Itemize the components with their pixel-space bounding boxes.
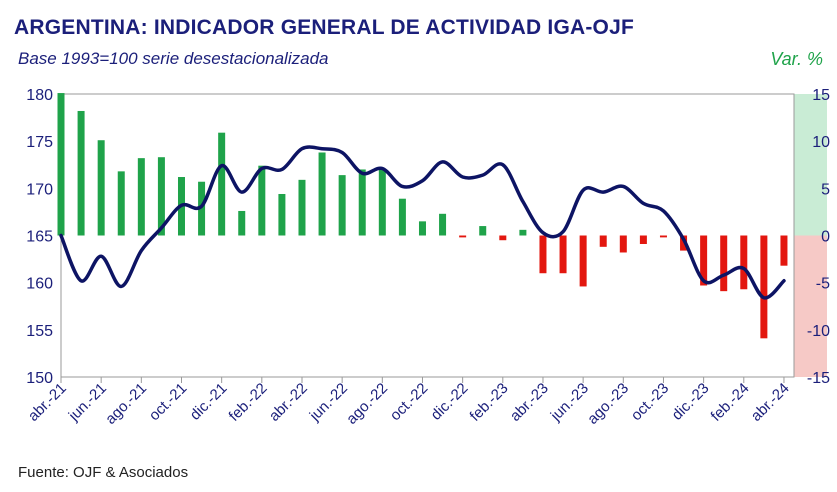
right-tick-label: 0 (821, 229, 830, 246)
bar-oct.-23 (659, 235, 667, 238)
bar-jul.-21 (117, 171, 125, 236)
bar-feb.-23 (499, 235, 507, 241)
positive-band (794, 94, 827, 236)
bar-series (57, 93, 788, 339)
bar-jun.-23 (579, 235, 587, 287)
bar-may.-23 (559, 235, 567, 274)
x-tick-label: oct.-22 (387, 380, 431, 424)
right-tick-label: 10 (812, 134, 830, 151)
bar-dic.-23 (700, 235, 708, 286)
chart-subtitle: Base 1993=100 serie desestacionalizada (18, 49, 329, 68)
bar-jul.-22 (358, 169, 366, 236)
line-series (59, 145, 786, 300)
bar-abr.-23 (539, 235, 547, 274)
x-tick-label: feb.-23 (467, 380, 512, 425)
bar-may.-22 (318, 152, 326, 236)
right-tick-label: 5 (821, 181, 830, 198)
x-tick-label: feb.-24 (708, 380, 753, 425)
right-tick-label: -10 (807, 323, 830, 340)
bar-dic.-22 (459, 235, 467, 238)
bar-abr.-21 (57, 93, 65, 236)
bar-ago.-22 (378, 169, 386, 236)
bar-oct.-22 (418, 221, 426, 236)
bar-feb.-22 (258, 165, 266, 236)
x-tick-label: dic.-22 (428, 380, 472, 424)
negative-band (794, 235, 827, 377)
iga-line (59, 145, 786, 300)
left-tick-label: 165 (26, 229, 53, 246)
bar-ene.-23 (479, 226, 487, 236)
x-axis: abr.-21jun.-21ago.-21oct.-21dic.-21feb.-… (25, 377, 793, 428)
chart-title: ARGENTINA: INDICADOR GENERAL DE ACTIVIDA… (14, 16, 634, 39)
left-tick-label: 180 (26, 87, 53, 104)
right-y-axis: -15 -10 -5 0 5 10 15 (807, 87, 830, 387)
bar-ene.-24 (720, 235, 728, 292)
left-tick-label: 155 (26, 323, 53, 340)
left-tick-label: 160 (26, 276, 53, 293)
bar-sep.-22 (398, 198, 406, 236)
bar-feb.-24 (740, 235, 748, 290)
x-tick-label: abr.-23 (507, 380, 552, 425)
bar-jul.-23 (599, 235, 607, 247)
x-tick-label: ago.-21 (102, 380, 150, 428)
bar-nov.-23 (680, 235, 688, 251)
left-tick-label: 175 (26, 134, 53, 151)
x-tick-label: feb.-22 (226, 380, 271, 425)
bar-ene.-22 (238, 210, 246, 236)
right-tick-label: -5 (816, 276, 830, 293)
bar-jun.-21 (97, 140, 105, 236)
bar-abr.-22 (298, 179, 306, 236)
bar-sep.-23 (639, 235, 647, 244)
bar-dic.-21 (218, 132, 226, 236)
bar-ago.-21 (137, 158, 145, 236)
x-tick-label: oct.-21 (146, 380, 190, 424)
bar-may.-21 (77, 110, 85, 236)
bar-nov.-21 (198, 181, 206, 236)
x-tick-label: ago.-22 (343, 380, 391, 428)
bar-mar.-24 (760, 235, 768, 339)
right-axis-bands (794, 94, 827, 377)
bar-mar.-23 (519, 229, 527, 236)
right-tick-label: -15 (807, 370, 830, 387)
x-tick-label: ago.-23 (584, 380, 632, 428)
bar-abr.-24 (780, 235, 788, 266)
left-y-axis: 150 155 160 165 170 175 180 (26, 87, 53, 387)
bar-ago.-23 (619, 235, 627, 253)
x-tick-label: oct.-23 (628, 380, 672, 424)
x-tick-label: abr.-24 (748, 380, 793, 425)
right-axis-title: Var. % (770, 49, 823, 69)
right-tick-label: 15 (812, 87, 830, 104)
bar-jun.-22 (338, 175, 346, 236)
left-tick-label: 150 (26, 370, 53, 387)
left-tick-label: 170 (26, 181, 53, 198)
bar-mar.-22 (278, 193, 286, 236)
x-tick-label: dic.-21 (187, 380, 231, 424)
source-note: Fuente: OJF & Asociados (18, 464, 189, 481)
x-tick-label: abr.-22 (266, 380, 311, 425)
x-tick-label: dic.-23 (669, 380, 713, 424)
bar-nov.-22 (439, 213, 447, 236)
bar-sep.-21 (157, 157, 165, 236)
